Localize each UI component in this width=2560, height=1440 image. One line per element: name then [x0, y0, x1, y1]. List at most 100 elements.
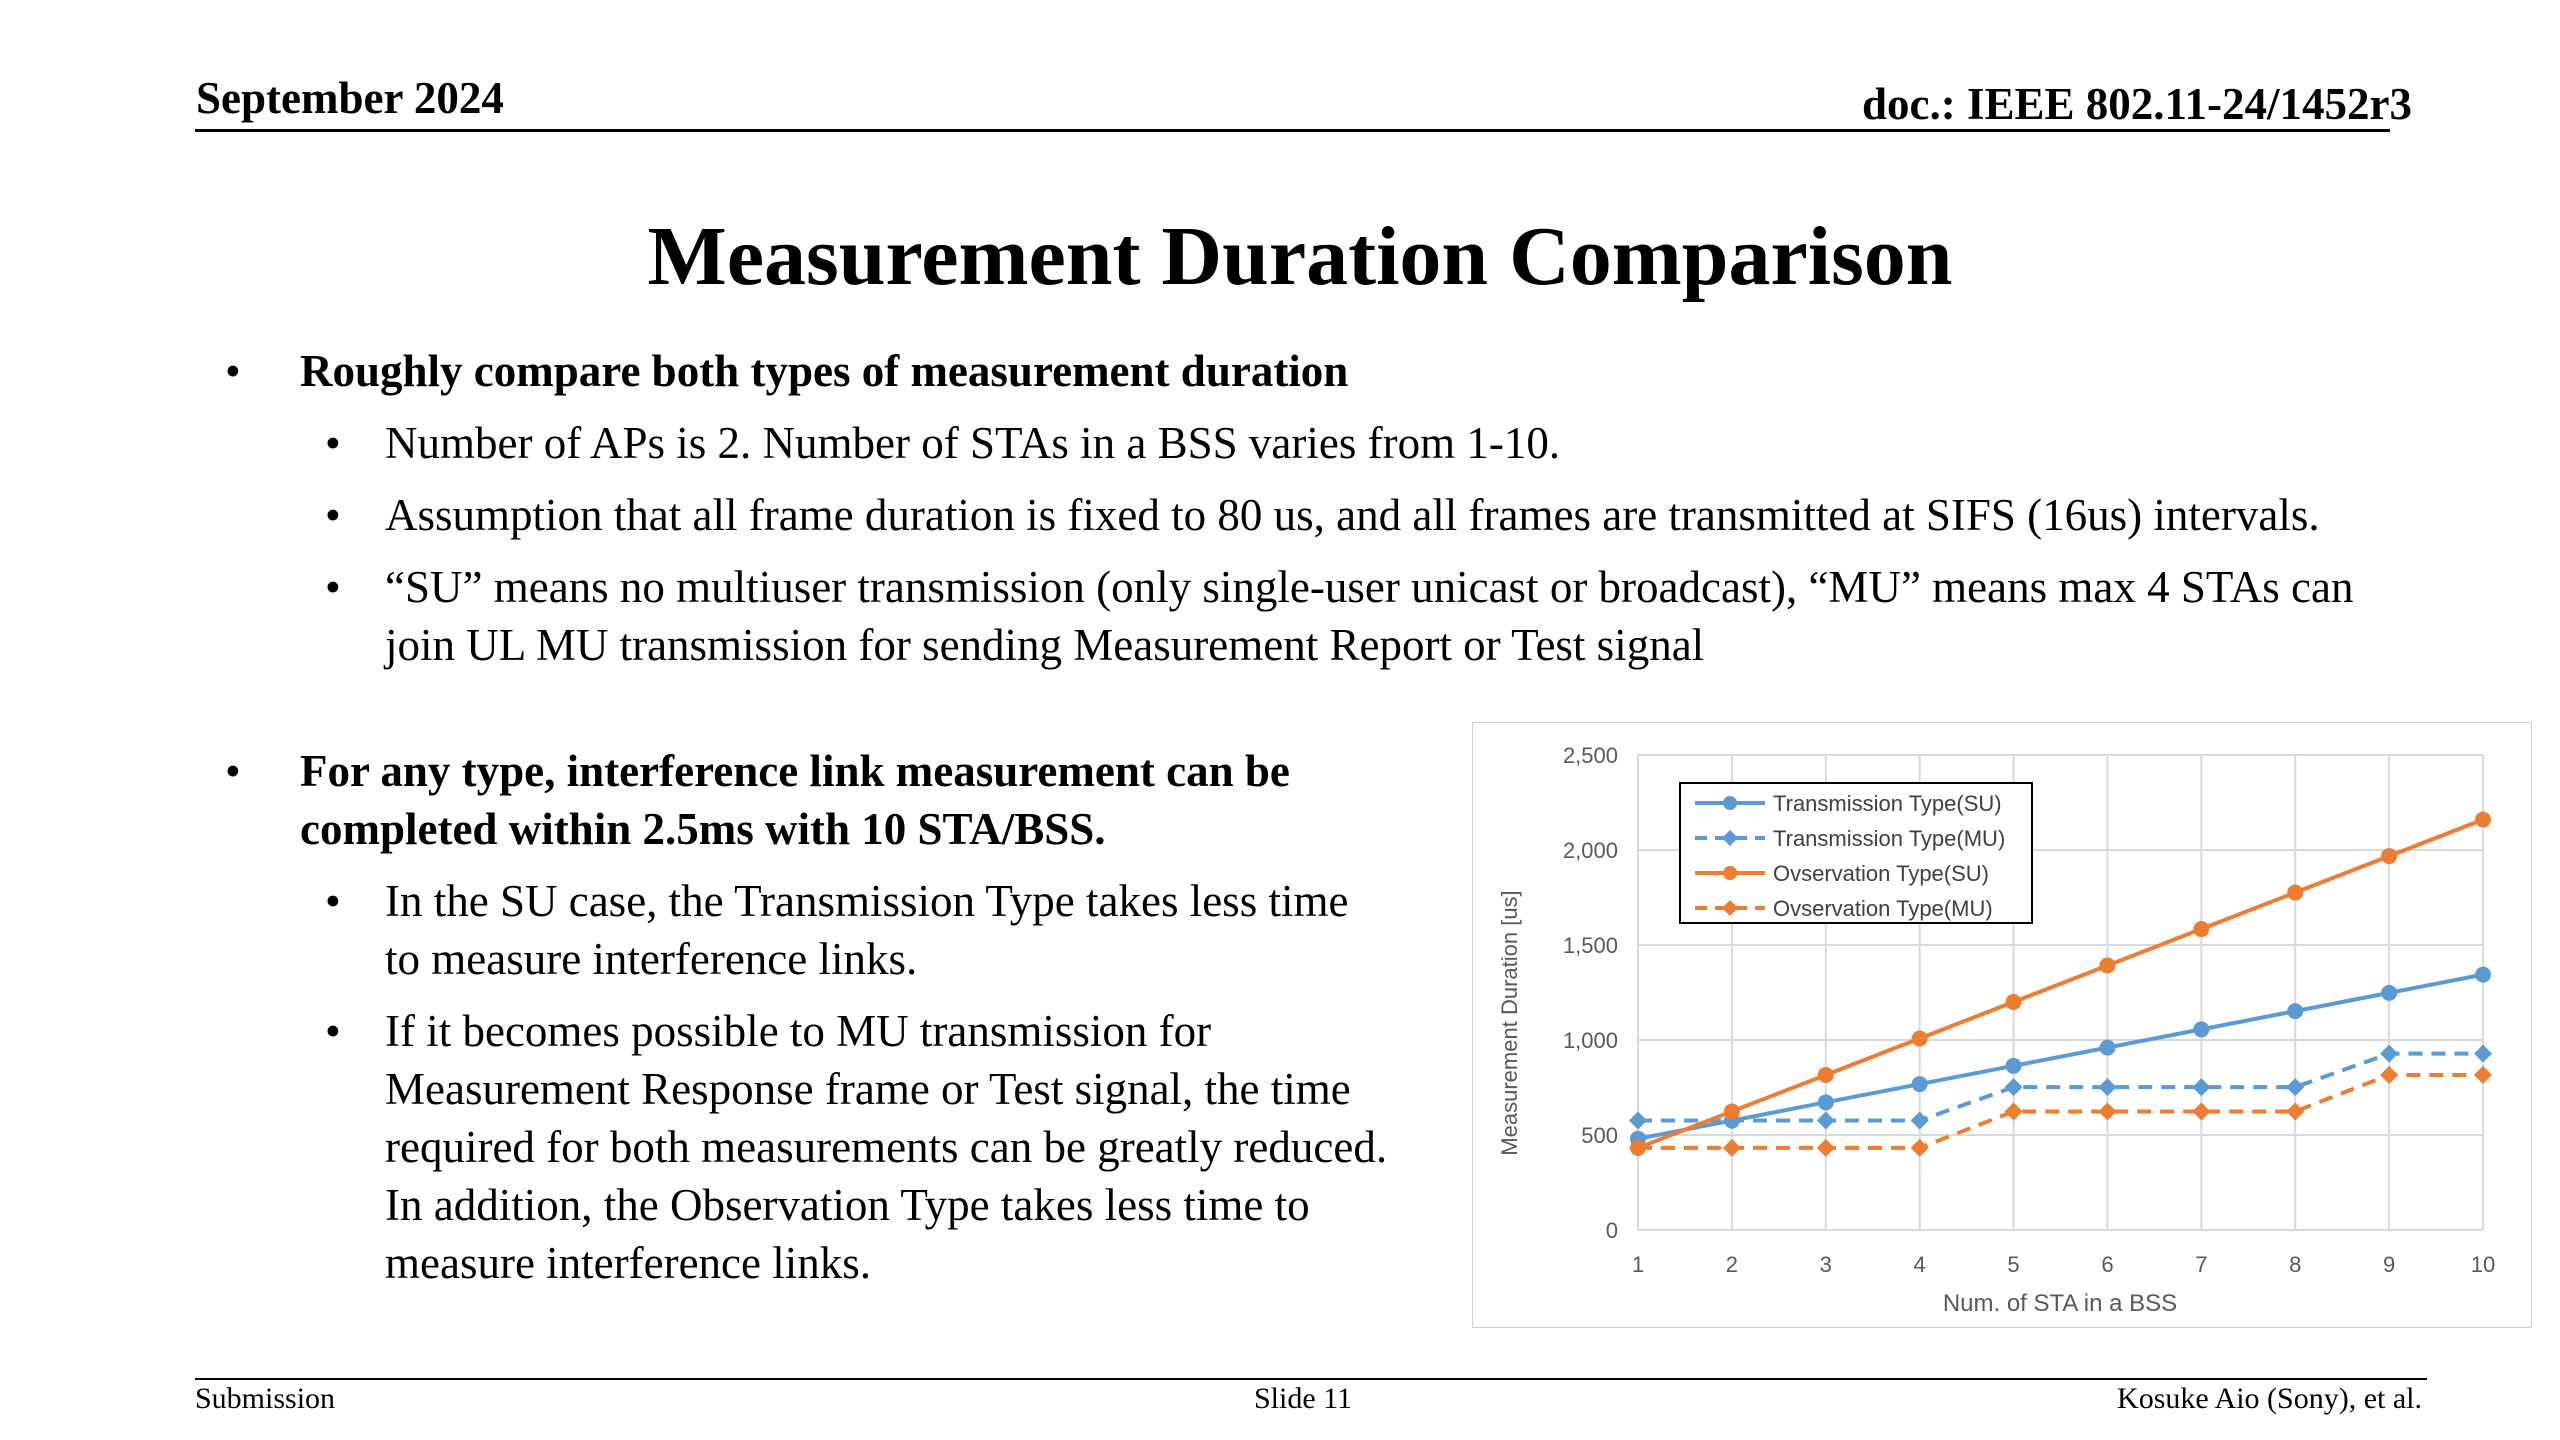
data-point-marker	[2192, 1078, 2211, 1097]
footer-submission: Submission	[195, 1382, 336, 1415]
bullet-sub-1-3-line1: “SU” means no multiuser transmission (on…	[385, 562, 2354, 612]
x-tick-label: 9	[2383, 1252, 2395, 1277]
data-point-marker	[1723, 1103, 1740, 1120]
legend-label: Transmission Type(SU)	[1773, 791, 2002, 816]
data-point-marker	[2193, 1021, 2210, 1038]
legend-label: Ovservation Type(SU)	[1773, 861, 1989, 886]
bullet-marker: •	[325, 1006, 341, 1056]
footer-slide-number: Slide 11	[1254, 1382, 1353, 1415]
series-line	[1637, 817, 2484, 1150]
bullet-sub-1-1: Number of APs is 2. Number of STAs in a …	[385, 418, 1561, 468]
data-point-marker	[2098, 1102, 2117, 1121]
bullet-sub-2-2-line5: measure interference links.	[385, 1238, 872, 1288]
data-point-marker	[2474, 1044, 2492, 1063]
y-tick-label: 1,500	[1563, 933, 1618, 958]
bullet-marker: •	[325, 876, 341, 926]
bullet-marker: •	[325, 562, 341, 612]
data-point-marker	[2474, 1065, 2492, 1084]
data-point-marker	[1629, 1111, 1647, 1130]
legend-swatch-marker	[1723, 866, 1737, 880]
data-point-marker	[2286, 1078, 2305, 1097]
legend-swatch-marker	[1723, 796, 1737, 810]
data-point-marker	[2004, 1102, 2023, 1121]
y-tick-label: 500	[1581, 1123, 1618, 1148]
series-line	[1638, 1051, 2483, 1123]
x-tick-label: 7	[2195, 1252, 2207, 1277]
data-point-marker	[2005, 994, 2022, 1010]
bullet-sub-2-2-line1: If it becomes possible to MU transmissio…	[385, 1006, 1212, 1056]
series-line	[1637, 972, 2484, 1141]
footer-divider	[195, 1378, 2427, 1380]
y-axis-label: Measurement Duration [us]	[1497, 890, 1522, 1155]
x-axis-label: Num. of STA in a BSS	[1943, 1290, 2177, 1317]
data-point-marker	[2099, 1039, 2116, 1056]
legend-box	[1679, 782, 2033, 924]
bullet-main-1: Roughly compare both types of measuremen…	[300, 346, 1349, 396]
x-tick-label: 2	[1726, 1252, 1738, 1277]
bullet-sub-2-2-line2: Measurement Response frame or Test signa…	[385, 1064, 1351, 1114]
data-point-marker	[2287, 884, 2304, 901]
legend-swatch-marker	[1722, 830, 1738, 846]
data-point-marker	[2380, 1044, 2399, 1063]
bullet-main-2-line2: completed within 2.5ms with 10 STA/BSS.	[300, 804, 1106, 854]
x-tick-label: 5	[2007, 1252, 2019, 1277]
data-point-marker	[2098, 1078, 2117, 1097]
x-tick-labels: 1 2 3 4 5 6 7 8 9 10	[1632, 1252, 2495, 1277]
series-line	[1638, 1072, 2483, 1150]
bullet-sub-2-2-line3: required for both measurements can be gr…	[385, 1122, 1388, 1172]
data-point-marker	[1910, 1138, 1929, 1157]
y-tick-label: 2,000	[1563, 838, 1618, 863]
data-point-marker	[2004, 1078, 2023, 1097]
x-tick-label: 8	[2289, 1252, 2301, 1277]
data-point-marker	[2005, 1057, 2022, 1074]
data-point-marker	[1817, 1066, 1834, 1083]
x-tick-label: 4	[1914, 1252, 1926, 1277]
data-point-marker	[2381, 848, 2398, 865]
duration-chart-svg: 0 500 1,000 1,500 2,000 2,500 1 2 3 4 5 6 7 8 9 10 Mea…	[1497, 743, 2495, 1317]
bullet-sub-1-3-line2: join UL MU transmission for sending Meas…	[385, 620, 1705, 670]
x-tick-label: 6	[2101, 1252, 2113, 1277]
legend-label: Ovservation Type(MU)	[1773, 896, 1993, 921]
data-point-marker	[2381, 984, 2398, 1001]
data-point-marker	[1817, 1094, 1834, 1111]
legend-swatch-marker	[1722, 900, 1738, 916]
data-point-marker	[1816, 1111, 1835, 1130]
slide-title: Measurement Duration Comparison	[647, 210, 1953, 303]
duration-chart: 0 500 1,000 1,500 2,000 2,500 1 2 3 4 5 6 7 8 9 10 Mea…	[1472, 722, 2532, 1328]
data-point-marker	[2475, 811, 2491, 828]
data-point-marker	[2380, 1065, 2399, 1084]
footer-author: Kosuke Aio (Sony), et al.	[2117, 1382, 2422, 1415]
data-point-marker	[1910, 1111, 1929, 1130]
chart-series	[1629, 811, 2492, 1157]
header-date: September 2024	[196, 73, 504, 123]
legend-label: Transmission Type(MU)	[1773, 826, 2005, 851]
bullet-sub-2-1-line1: In the SU case, the Transmission Type ta…	[385, 876, 1349, 926]
bullet-marker: •	[325, 490, 341, 540]
bullet-sub-1-2: Assumption that all frame duration is fi…	[385, 490, 2320, 540]
bullet-sub-2-1-line2: to measure interference links.	[385, 934, 918, 984]
header-divider	[195, 129, 2390, 132]
x-tick-label: 1	[1632, 1252, 1644, 1277]
y-tick-labels: 0 500 1,000 1,500 2,000 2,500	[1563, 743, 1618, 1243]
x-tick-label: 10	[2471, 1252, 2495, 1277]
y-tick-label: 1,000	[1563, 1028, 1618, 1053]
data-point-marker	[2286, 1102, 2305, 1121]
y-tick-label: 2,500	[1563, 743, 1618, 768]
x-tick-label: 3	[1820, 1252, 1832, 1277]
header-doc-id: doc.: IEEE 802.11-24/1452r3	[1861, 79, 2412, 129]
data-point-marker	[1816, 1138, 1835, 1157]
data-point-marker	[2475, 966, 2491, 983]
data-point-marker	[1722, 1138, 1741, 1157]
data-point-marker	[1911, 1030, 1928, 1047]
data-point-marker	[2193, 921, 2210, 938]
chart-legend: Transmission Type(SU) Transmission Type(M…	[1679, 782, 2033, 924]
bullet-marker: •	[225, 346, 241, 396]
bullet-main-2-line1: For any type, interference link measurem…	[300, 746, 1290, 796]
data-point-marker	[1911, 1076, 1928, 1093]
data-point-marker	[2099, 957, 2116, 974]
data-point-marker	[1629, 1138, 1647, 1157]
data-point-marker	[2192, 1102, 2211, 1121]
bullet-marker: •	[325, 418, 341, 468]
bullet-marker: •	[225, 746, 241, 796]
data-point-marker	[2287, 1003, 2304, 1020]
